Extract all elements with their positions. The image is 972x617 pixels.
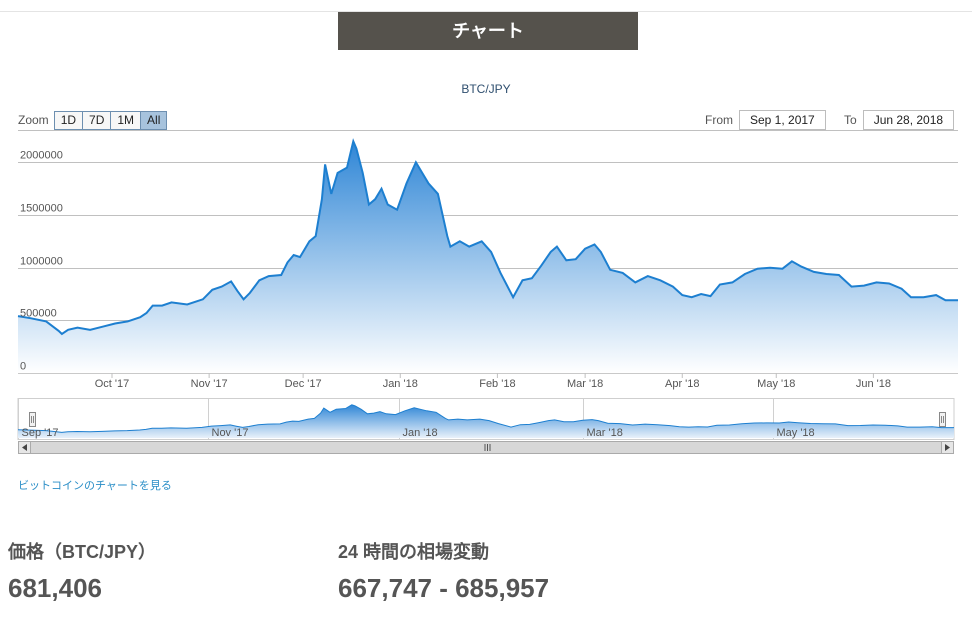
y-axis-labels: 0 500000 1000000 1500000 2000000 <box>20 150 63 373</box>
zoom-1d-button[interactable]: 1D <box>53 110 84 130</box>
navigator-tick-label: Nov '17 <box>212 427 249 439</box>
navigator-area <box>18 404 954 438</box>
navigator[interactable]: Sep '17 Nov '17 Jan '18 Mar '18 May '18 <box>0 398 972 458</box>
y-tick-label: 500000 <box>20 308 57 320</box>
x-tick-label: Mar '18 <box>567 378 603 390</box>
x-tick-label: Apr '18 <box>665 378 700 390</box>
navigator-tick-label: Mar '18 <box>587 427 623 439</box>
navigator-tick-label: Jan '18 <box>403 427 438 439</box>
navigator-labels: Sep '17 Nov '17 Jan '18 Mar '18 May '18 <box>22 427 815 439</box>
chart-title: BTC/JPY <box>461 82 511 96</box>
navigator-line <box>17 404 954 433</box>
zoom-1m-button[interactable]: 1M <box>110 110 142 130</box>
price-area <box>18 141 958 373</box>
range-24h-value: 667,747 - 685,957 <box>338 573 550 603</box>
zoom-7d-button[interactable]: 7D <box>82 110 112 130</box>
y-tick-label: 0 <box>20 361 26 373</box>
zoom-control: Zoom 1D 7D 1M All <box>18 110 168 130</box>
navigator-scrollbar[interactable] <box>18 441 954 454</box>
zoom-all-button[interactable]: All <box>140 110 168 130</box>
range-24h-label: 24 時間の相場変動 <box>338 542 490 562</box>
x-tick-label: Feb '18 <box>479 378 515 390</box>
x-tick-label: Dec '17 <box>285 378 322 390</box>
view-bitcoin-chart-link[interactable]: ビットコインのチャートを見る <box>18 480 172 492</box>
x-tick-label: Nov '17 <box>191 378 228 390</box>
price-value: 681,406 <box>8 573 102 603</box>
to-date-input[interactable]: Jun 28, 2018 <box>862 110 955 130</box>
navigator-tick-label: Sep '17 <box>22 427 59 439</box>
scroll-left-arrow[interactable] <box>18 441 31 454</box>
range-to: To Jun 28, 2018 <box>844 110 955 130</box>
y-tick-label: 1000000 <box>20 256 63 268</box>
x-tick-label: Oct '17 <box>95 378 130 390</box>
from-date-input[interactable]: Sep 1, 2017 <box>739 110 826 130</box>
zoom-label: Zoom <box>18 113 49 127</box>
section-banner: チャート <box>338 12 638 50</box>
x-tick-label: Jun '18 <box>856 378 891 390</box>
price-line <box>17 138 958 336</box>
from-label: From <box>705 113 733 127</box>
y-tick-label: 1500000 <box>20 203 63 215</box>
price-label: 価格（BTC/JPY） <box>8 542 157 562</box>
navigator-right-handle[interactable] <box>939 412 946 427</box>
price-chart: 0 500000 1000000 1500000 2000000 Oct '17 Nov … <box>17 130 958 390</box>
scroll-right-arrow[interactable] <box>941 441 954 454</box>
x-axis-labels: Oct '17 Nov '17 Dec '17 Jan '18 Feb '18 Mar '… <box>95 373 891 390</box>
range-from: From Sep 1, 2017 <box>705 110 826 130</box>
top-divider <box>0 11 972 12</box>
x-tick-label: May '18 <box>757 378 795 390</box>
x-tick-label: Jan '18 <box>383 378 418 390</box>
navigator-left-handle[interactable] <box>29 412 36 427</box>
to-label: To <box>844 113 857 127</box>
navigator-tick-label: May '18 <box>777 427 815 439</box>
y-tick-label: 2000000 <box>20 150 63 162</box>
